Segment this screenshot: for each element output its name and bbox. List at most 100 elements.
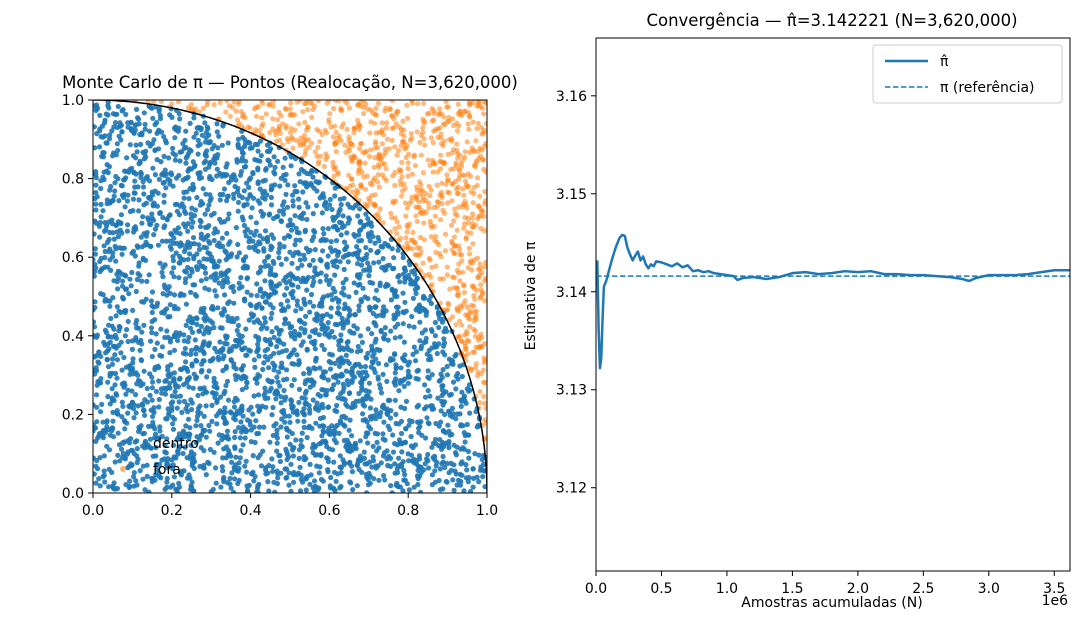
point-dentro (423, 335, 429, 341)
point-dentro (312, 452, 318, 458)
point-fora (370, 110, 376, 116)
point-dentro (257, 407, 263, 413)
point-fora (351, 126, 357, 132)
point-dentro (136, 260, 142, 266)
point-dentro (170, 466, 176, 472)
point-dentro (390, 432, 396, 438)
point-dentro (107, 339, 113, 345)
point-dentro (301, 371, 307, 377)
point-dentro (221, 219, 228, 225)
point-fora (447, 286, 453, 292)
point-dentro (150, 165, 156, 171)
point-dentro (93, 269, 98, 275)
point-dentro (231, 288, 237, 294)
point-dentro (150, 379, 156, 385)
point-dentro (113, 173, 119, 180)
point-dentro (337, 485, 343, 491)
point-dentro (310, 274, 316, 280)
point-dentro (212, 288, 218, 294)
point-dentro (141, 322, 147, 328)
point-fora (302, 151, 308, 157)
point-dentro (102, 255, 108, 261)
point-dentro (165, 406, 171, 412)
point-dentro (103, 111, 109, 117)
point-dentro (121, 245, 127, 251)
point-dentro (93, 189, 99, 196)
point-dentro (408, 443, 414, 449)
point-dentro (311, 478, 318, 484)
point-fora (421, 237, 427, 243)
point-fora (439, 200, 445, 207)
point-dentro (142, 121, 148, 127)
point-dentro (378, 329, 384, 335)
point-dentro (127, 208, 133, 215)
point-dentro (465, 448, 471, 454)
point-dentro (98, 376, 104, 382)
point-dentro (361, 403, 368, 409)
point-dentro (126, 363, 132, 369)
point-fora (379, 120, 385, 126)
point-fora (454, 307, 460, 313)
point-dentro (123, 308, 129, 314)
point-dentro (344, 378, 350, 384)
point-dentro (269, 456, 275, 462)
legend-label-fora: fora (153, 462, 181, 478)
point-fora (328, 124, 334, 130)
point-fora (451, 274, 457, 281)
point-dentro (176, 275, 182, 281)
point-dentro (93, 124, 97, 130)
point-dentro (260, 366, 266, 373)
point-fora (413, 213, 419, 219)
point-dentro (462, 439, 468, 445)
point-dentro (283, 280, 289, 286)
point-dentro (395, 483, 401, 490)
point-dentro (261, 188, 268, 194)
point-dentro (209, 357, 215, 363)
point-dentro (214, 399, 220, 405)
point-dentro (171, 292, 178, 298)
point-dentro (250, 411, 256, 417)
point-dentro (288, 461, 294, 467)
point-dentro (235, 208, 241, 214)
point-dentro (246, 347, 252, 353)
point-dentro (298, 306, 304, 312)
point-dentro (412, 442, 419, 448)
point-dentro (373, 287, 380, 293)
point-dentro (239, 387, 245, 393)
point-dentro (135, 372, 141, 378)
point-fora (475, 337, 482, 343)
point-dentro (303, 456, 309, 462)
point-dentro (104, 223, 110, 229)
point-dentro (259, 305, 265, 311)
point-dentro (243, 158, 249, 164)
point-dentro (216, 258, 222, 264)
point-dentro (137, 347, 143, 353)
point-dentro (233, 366, 239, 372)
point-dentro (303, 313, 309, 319)
point-dentro (463, 462, 469, 468)
point-dentro (419, 330, 425, 336)
point-dentro (93, 103, 98, 109)
y-tick-label: 0.2 (62, 407, 84, 423)
point-fora (481, 100, 487, 105)
point-dentro (142, 445, 148, 451)
point-dentro (93, 371, 98, 377)
point-dentro (172, 303, 178, 309)
point-dentro (253, 220, 259, 226)
point-dentro (232, 434, 238, 441)
point-dentro (249, 314, 255, 320)
y-tick-label: 0.6 (62, 250, 84, 266)
point-dentro (161, 199, 167, 205)
point-dentro (262, 228, 269, 234)
point-dentro (201, 350, 207, 357)
point-dentro (403, 398, 410, 404)
point-dentro (269, 310, 275, 316)
point-fora (375, 211, 381, 217)
point-dentro (416, 419, 422, 425)
point-dentro (256, 353, 262, 359)
point-fora (175, 100, 182, 105)
point-fora (470, 200, 476, 206)
point-dentro (364, 419, 370, 425)
point-dentro (170, 258, 176, 264)
point-fora (464, 304, 470, 310)
